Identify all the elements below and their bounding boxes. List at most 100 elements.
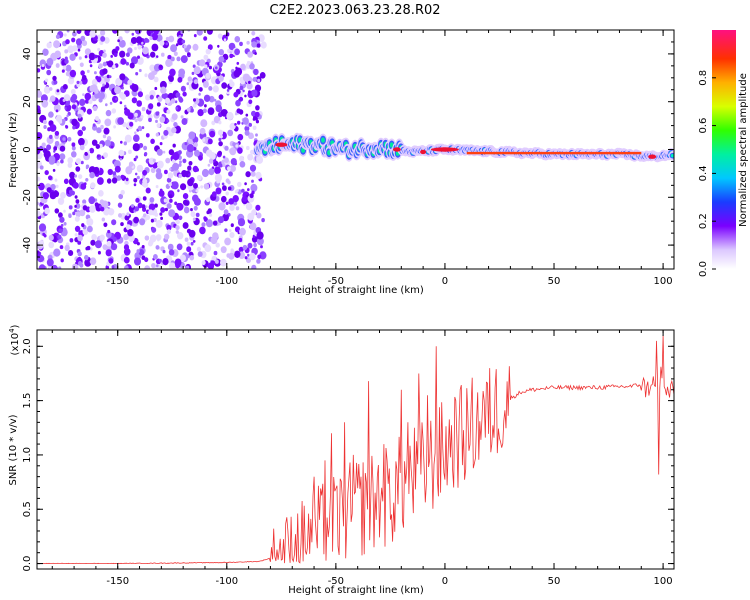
noise-dot bbox=[251, 31, 256, 36]
noise-dot bbox=[82, 199, 87, 205]
noise-dot bbox=[84, 151, 88, 156]
noise-dot bbox=[167, 243, 174, 251]
noise-dot bbox=[159, 64, 163, 69]
noise-dot bbox=[248, 80, 251, 84]
noise-dot bbox=[49, 191, 57, 200]
noise-dot bbox=[141, 106, 146, 112]
noise-dot bbox=[42, 48, 49, 56]
noise-dot bbox=[72, 31, 77, 37]
noise-dot bbox=[64, 49, 69, 54]
noise-dot bbox=[244, 130, 250, 136]
noise-dot bbox=[135, 172, 138, 176]
noise-dot bbox=[251, 89, 258, 97]
spectrogram-panel: -150 -100 -50 0 50 100 -40 -20 0 20 40 Height of … bbox=[8, 29, 675, 296]
noise-dot bbox=[155, 234, 162, 241]
noise-dot bbox=[161, 93, 166, 99]
noise-dot bbox=[41, 64, 45, 67]
noise-dot bbox=[176, 202, 184, 211]
noise-dot bbox=[185, 265, 190, 269]
noise-dot bbox=[249, 63, 255, 70]
noise-dot bbox=[55, 114, 63, 122]
noise-dot bbox=[204, 64, 208, 69]
colorbar-label: Normalized spectral amplitude bbox=[738, 73, 749, 227]
noise-dot bbox=[157, 96, 163, 102]
noise-dot bbox=[229, 81, 235, 88]
noise-dot bbox=[110, 54, 113, 58]
noise-dot bbox=[80, 70, 85, 76]
noise-dot bbox=[136, 249, 140, 254]
noise-dot bbox=[170, 56, 175, 62]
noise-dot bbox=[171, 113, 178, 121]
noise-dot bbox=[168, 249, 175, 256]
noise-dot bbox=[224, 157, 229, 163]
noise-dot bbox=[53, 146, 58, 151]
noise-dot bbox=[69, 69, 77, 78]
noise-dot bbox=[124, 265, 129, 269]
noise-dot bbox=[240, 63, 246, 71]
track-core bbox=[321, 137, 325, 143]
noise-dot bbox=[190, 211, 196, 218]
noise-dot bbox=[148, 72, 155, 80]
noise-dot bbox=[48, 175, 53, 181]
noise-dot bbox=[217, 150, 222, 156]
noise-dot bbox=[115, 97, 118, 101]
noise-dot bbox=[151, 227, 157, 233]
noise-dot bbox=[82, 205, 88, 211]
noise-dot bbox=[49, 134, 53, 139]
noise-dot bbox=[218, 56, 225, 63]
noise-dot bbox=[125, 166, 133, 175]
noise-dot bbox=[237, 181, 242, 187]
noise-dot bbox=[142, 196, 147, 201]
noise-dot bbox=[207, 44, 213, 51]
noise-dot bbox=[244, 94, 247, 98]
noise-dot bbox=[77, 113, 82, 119]
noise-dot bbox=[71, 104, 77, 110]
noise-dot bbox=[46, 187, 52, 193]
noise-dot bbox=[136, 100, 142, 107]
noise-dot bbox=[58, 228, 63, 233]
noise-dot bbox=[131, 97, 138, 104]
noise-dot bbox=[160, 207, 166, 213]
noise-dot bbox=[134, 46, 137, 51]
noise-dot bbox=[235, 206, 240, 211]
noise-dot bbox=[174, 201, 178, 206]
noise-dot bbox=[225, 191, 229, 196]
noise-dot bbox=[94, 54, 98, 59]
noise-dot bbox=[87, 225, 93, 233]
noise-dot bbox=[236, 189, 239, 192]
noise-dot bbox=[155, 245, 160, 250]
noise-dot bbox=[101, 200, 109, 209]
noise-dot bbox=[166, 229, 171, 235]
noise-dot bbox=[38, 240, 45, 247]
noise-dot bbox=[81, 40, 88, 47]
y-tick-label: 20 bbox=[22, 95, 33, 108]
noise-dot bbox=[234, 250, 241, 258]
noise-dot bbox=[115, 77, 123, 86]
noise-dot bbox=[68, 205, 73, 210]
noise-dot bbox=[99, 234, 105, 241]
noise-dot bbox=[232, 195, 239, 203]
noise-dot bbox=[168, 209, 176, 218]
noise-dot bbox=[252, 117, 256, 121]
y-tick-label: 0.5 bbox=[22, 501, 33, 517]
noise-dot bbox=[107, 168, 114, 176]
noise-dot bbox=[100, 124, 104, 130]
noise-dot bbox=[41, 99, 49, 108]
noise-dot bbox=[72, 182, 79, 189]
noise-dot bbox=[164, 169, 168, 175]
noise-dot bbox=[168, 35, 175, 43]
noise-dot bbox=[56, 89, 60, 93]
noise-dot bbox=[48, 241, 55, 249]
noise-dot bbox=[145, 133, 150, 138]
noise-dot bbox=[53, 40, 61, 49]
noise-dot bbox=[93, 88, 99, 94]
noise-dot bbox=[177, 37, 184, 46]
noise-dot bbox=[196, 30, 203, 36]
noise-dot bbox=[60, 258, 64, 263]
spectrogram-y-label: Frequency (Hz) bbox=[8, 112, 19, 188]
noise-dot bbox=[150, 51, 156, 58]
noise-dot bbox=[251, 179, 254, 183]
noise-dot bbox=[156, 102, 161, 107]
noise-dot bbox=[175, 225, 180, 231]
